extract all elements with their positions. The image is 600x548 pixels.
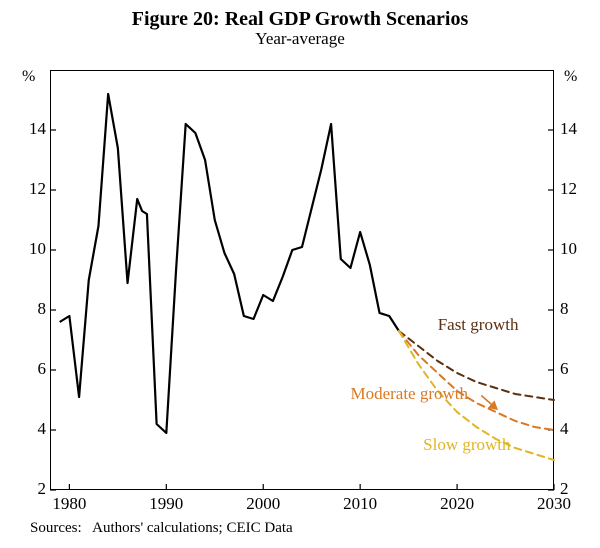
label-slow: Slow growth [423, 435, 510, 455]
label-moderate: Moderate growth [350, 384, 468, 404]
y-tick-right: 14 [560, 119, 577, 139]
x-tick: 2020 [427, 494, 487, 514]
x-tick: 2010 [330, 494, 390, 514]
y-tick-left: 8 [10, 299, 46, 319]
y-tick-left: 6 [10, 359, 46, 379]
y-tick-left: 10 [10, 239, 46, 259]
y-tick-left: 4 [10, 419, 46, 439]
x-tick: 2000 [233, 494, 293, 514]
sources-label: Sources: [30, 520, 82, 536]
y-tick-right: 6 [560, 359, 569, 379]
y-tick-right: 8 [560, 299, 569, 319]
x-tick: 1980 [39, 494, 99, 514]
chart-svg [0, 0, 600, 548]
y-tick-left: 14 [10, 119, 46, 139]
y-tick-right: 12 [560, 179, 577, 199]
y-tick-right: 4 [560, 419, 569, 439]
scenario-moderate [399, 331, 554, 430]
historical-line [60, 94, 399, 433]
y-tick-left: 12 [10, 179, 46, 199]
x-tick: 1990 [136, 494, 196, 514]
label-fast: Fast growth [438, 315, 519, 335]
sources-line: Sources: Authors' calculations; CEIC Dat… [30, 520, 293, 537]
y-unit-left: % [22, 68, 35, 86]
y-tick-right: 10 [560, 239, 577, 259]
y-unit-right: % [564, 68, 577, 86]
sources-text: Authors' calculations; CEIC Data [92, 520, 293, 536]
x-tick: 2030 [524, 494, 584, 514]
